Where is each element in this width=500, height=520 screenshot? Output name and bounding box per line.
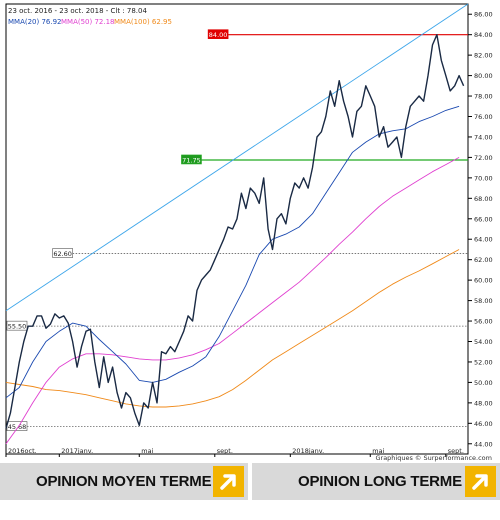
y-tick-label: 62.00 [474,256,493,264]
level-label-box [52,248,73,258]
x-tick-label: 2017janv. [61,447,93,455]
level-label-box [181,154,202,165]
level-label: 71.75 [182,156,201,164]
y-tick-label: 68.00 [474,195,493,203]
price-chart: 23 oct. 2016 - 23 oct. 2018 - Clt : 78.0… [5,3,493,462]
legend-item: MMA(50) 72.18 [61,18,115,26]
legend-item: MMA(100) 62.95 [114,18,172,26]
y-tick-label: 46.00 [474,420,493,428]
y-tick-label: 48.00 [474,399,493,407]
y-tick-label: 84.00 [474,31,493,39]
y-tick-label: 80.00 [474,72,493,80]
x-tick-label: sept. [217,447,233,455]
arrow-up-right-icon [213,466,244,497]
y-tick-label: 78.00 [474,93,493,101]
series-line-price [5,34,465,429]
chart-legend: MMA(20) 76.92 MMA(50) 72.18 MMA(100) 62.95 [8,18,172,26]
y-tick-label: 52.00 [474,358,493,366]
x-tick-label: mai [372,447,384,455]
opinion-medium-term[interactable]: OPINION MOYEN TERME [0,463,248,500]
opinion-medium-term-label: OPINION MOYEN TERME [36,473,212,490]
y-tick-label: 72.00 [474,154,493,162]
x-tick-label: 2016oct. [8,447,37,455]
x-tick-label: mai [141,447,153,455]
x-tick-label: sept. [448,447,464,455]
legend-item: MMA(20) 76.92 [8,18,62,26]
series-line-mma50 [5,157,460,445]
level-lines: 84.00 71.75 62.60 55.50 45.68 [6,29,468,431]
y-tick-label: 64.00 [474,236,493,244]
level-label: 84.00 [209,31,228,39]
opinion-long-term[interactable]: OPINION LONG TERME [252,463,500,500]
series-line-mma20 [5,105,460,399]
y-tick-label: 44.00 [474,440,493,448]
opinion-footer: OPINION MOYEN TERME OPINION LONG TERME [0,463,500,500]
y-tick-label: 86.00 [474,11,493,19]
level-label-box [207,29,229,39]
x-axis: 2016oct. 2017janv. mai sept. 2018janv. mai sep… [5,447,464,457]
plot-frame [5,3,469,455]
series-line-channel [5,3,469,312]
y-tick-label: 82.00 [474,52,493,60]
y-tick-label: 54.00 [474,338,493,346]
y-tick-label: 70.00 [474,174,493,182]
y-tick-label: 76.00 [474,113,493,121]
y-tick-label: 50.00 [474,379,493,387]
x-tick-label: 2018janv. [292,447,324,455]
y-tick-label: 60.00 [474,277,493,285]
y-tick-label: 58.00 [474,297,493,305]
arrow-up-right-icon [465,466,496,497]
chart-period-text: 23 oct. 2016 - 23 oct. 2018 - Clt : 78.0… [8,7,147,15]
opinion-long-term-label: OPINION LONG TERME [298,473,462,490]
y-tick-label: 74.00 [474,133,493,141]
series-line-mma100 [5,249,460,408]
level-label-box [6,320,28,331]
level-label: 55.50 [8,322,27,330]
y-tick-label: 66.00 [474,215,493,223]
series-lines [5,3,469,445]
level-label: 62.60 [53,250,72,258]
level-label: 45.68 [8,423,27,431]
y-axis: 44.00 46.00 48.00 50.00 52.00 54.00 56.00 58.00… [468,11,493,448]
chart-credit: Graphiques © Surperformance.com [375,454,492,462]
y-tick-label: 56.00 [474,318,493,326]
